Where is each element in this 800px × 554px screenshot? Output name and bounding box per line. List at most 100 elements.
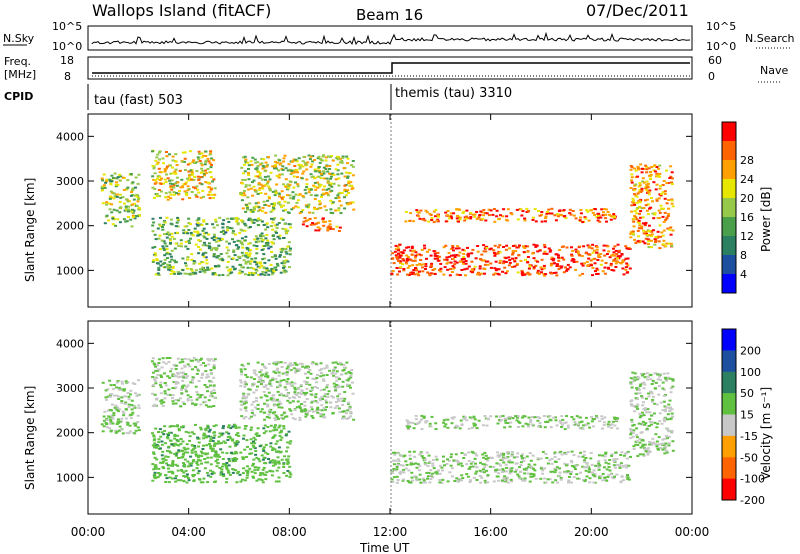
- heatmap-cell: [538, 417, 542, 419]
- heatmap-cell: [164, 455, 168, 458]
- heatmap-cell: [670, 429, 674, 432]
- heatmap-cell: [256, 427, 260, 430]
- heatmap-cell: [411, 250, 415, 253]
- heatmap-cell: [221, 451, 225, 454]
- heatmap-cell: [214, 450, 217, 453]
- heatmap-cell: [314, 222, 318, 225]
- heatmap-cell: [259, 472, 263, 474]
- colorbar-swatch: [722, 393, 736, 415]
- heatmap-cell: [342, 167, 346, 170]
- heatmap-cell: [285, 380, 289, 383]
- heatmap-cell: [187, 229, 191, 231]
- heatmap-cell: [217, 244, 221, 247]
- heatmap-cell: [629, 428, 633, 431]
- heatmap-cell: [118, 206, 122, 209]
- heatmap-cell: [316, 406, 320, 409]
- heatmap-cell: [200, 152, 204, 155]
- heatmap-cell: [266, 199, 270, 202]
- heatmap-cell: [256, 165, 260, 168]
- heatmap-cell: [639, 431, 643, 434]
- heatmap-cell: [265, 416, 269, 418]
- heatmap-cell: [329, 199, 333, 202]
- heatmap-cell: [253, 442, 257, 445]
- heatmap-cell: [647, 230, 651, 232]
- heatmap-cell: [286, 245, 290, 248]
- power-heatmap: [100, 149, 675, 277]
- cpid-mode2: themis (tau) 3310: [395, 86, 512, 101]
- heatmap-cell: [635, 201, 639, 204]
- heatmap-cell: [566, 268, 570, 271]
- heatmap-cell: [508, 417, 512, 420]
- heatmap-cell: [288, 442, 292, 445]
- heatmap-cell: [203, 241, 206, 244]
- heatmap-cell: [207, 363, 211, 366]
- heatmap-cell: [438, 478, 442, 481]
- heatmap-cell: [595, 267, 599, 270]
- heatmap-cell: [168, 476, 172, 479]
- heatmap-cell: [344, 372, 348, 375]
- heatmap-cell: [169, 451, 173, 454]
- colorbar-swatch: [722, 141, 736, 161]
- heatmap-cell: [642, 232, 646, 235]
- heatmap-cell: [197, 445, 200, 448]
- heatmap-cell: [154, 477, 158, 480]
- heatmap-cell: [543, 274, 546, 277]
- heatmap-cell: [658, 224, 662, 227]
- heatmap-cell: [153, 252, 157, 255]
- heatmap-cell: [487, 208, 491, 211]
- heatmap-cell: [523, 247, 527, 249]
- heatmap-cell: [647, 243, 650, 246]
- heatmap-cell: [283, 386, 287, 389]
- heatmap-cell: [109, 409, 113, 411]
- heatmap-cell: [501, 270, 505, 273]
- heatmap-cell: [110, 203, 113, 206]
- heatmap-cell: [658, 412, 662, 415]
- heatmap-cell: [606, 211, 610, 213]
- heatmap-cell: [437, 215, 440, 218]
- heatmap-cell: [655, 440, 659, 443]
- heatmap-cell: [218, 432, 222, 435]
- heatmap-cell: [278, 195, 281, 198]
- heatmap-cell: [583, 459, 587, 462]
- heatmap-cell: [497, 479, 501, 482]
- heatmap-cell: [234, 459, 238, 462]
- heatmap-cell: [430, 219, 434, 221]
- heatmap-cell: [251, 475, 255, 478]
- heatmap-cell: [298, 392, 302, 395]
- heatmap-cell: [500, 454, 503, 457]
- heatmap-cell: [239, 219, 243, 222]
- heatmap-cell: [263, 204, 267, 206]
- heatmap-cell: [212, 196, 215, 199]
- heatmap-cell: [476, 245, 480, 247]
- heatmap-cell: [526, 245, 530, 248]
- heatmap-cell: [178, 361, 182, 364]
- heatmap-cell: [163, 425, 167, 428]
- heatmap-cell: [293, 382, 297, 385]
- heatmap-cell: [204, 231, 208, 234]
- heatmap-cell: [168, 253, 172, 256]
- heatmap-cell: [631, 380, 635, 383]
- heatmap-cell: [105, 214, 109, 217]
- heatmap-cell: [278, 255, 282, 258]
- heatmap-cell: [543, 467, 547, 470]
- heatmap-cell: [671, 229, 675, 232]
- heatmap-cell: [212, 367, 216, 370]
- heatmap-cell: [135, 193, 139, 196]
- heatmap-cell: [324, 399, 328, 402]
- heatmap-cell: [331, 159, 335, 162]
- heatmap-cell: [663, 448, 667, 451]
- heatmap-cell: [284, 208, 288, 211]
- heatmap-cell: [130, 182, 134, 185]
- heatmap-cell: [502, 208, 506, 211]
- heatmap-cell: [602, 421, 606, 424]
- heatmap-cell: [131, 382, 135, 385]
- heatmap-cell: [569, 213, 573, 216]
- heatmap-cell: [570, 253, 574, 256]
- heatmap-cell: [158, 195, 162, 198]
- heatmap-cell: [176, 464, 180, 467]
- heatmap-cell: [458, 478, 462, 480]
- heatmap-cell: [486, 474, 490, 477]
- heatmap-cell: [451, 265, 455, 268]
- heatmap-cell: [209, 456, 213, 459]
- heatmap-cell: [537, 425, 541, 428]
